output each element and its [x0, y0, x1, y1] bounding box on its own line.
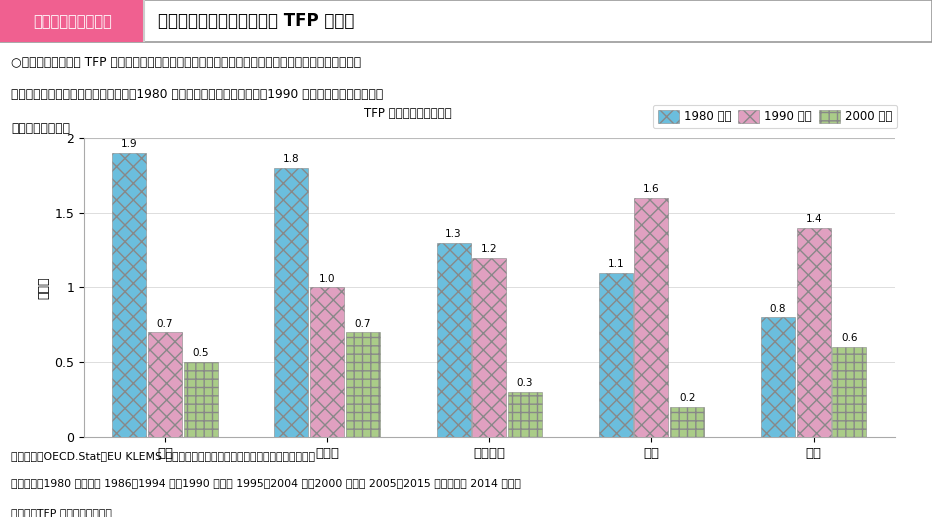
Text: 1.2: 1.2: [481, 244, 498, 254]
Text: （注）　1980 年代とは 1986～1994 年、1990 年代は 1995～2004 年、2000 年代は 2005～2015 年（日本は 2014 年）の: （注） 1980 年代とは 1986～1994 年、1990 年代は 1995～…: [11, 478, 521, 488]
Legend: 1980 年代, 1990 年代, 2000 年代: 1980 年代, 1990 年代, 2000 年代: [653, 105, 897, 128]
Text: 0.7: 0.7: [354, 318, 371, 328]
Y-axis label: （％）: （％）: [37, 276, 50, 299]
Text: TFP 上昇率（国際比較）: TFP 上昇率（国際比較）: [364, 107, 452, 120]
Bar: [112, 153, 146, 437]
Bar: [274, 168, 308, 437]
Text: 0.3: 0.3: [516, 378, 533, 388]
Text: 1.1: 1.1: [608, 259, 624, 269]
Text: ○　我が国の近年の TFP 上昇率をみると、米国やドイツと比較して低いが、主要国では平均的な水準: ○ 我が国の近年の TFP 上昇率をみると、米国やドイツと比較して低いが、主要国…: [11, 56, 362, 69]
Text: 0.2: 0.2: [678, 393, 695, 403]
Text: 0.6: 0.6: [841, 333, 857, 343]
FancyBboxPatch shape: [0, 0, 932, 42]
Bar: [508, 392, 542, 437]
Bar: [473, 257, 506, 437]
Bar: [184, 362, 218, 437]
Text: TFP の伸びの平均値。: TFP の伸びの平均値。: [11, 508, 112, 517]
Text: 0.8: 0.8: [770, 303, 787, 314]
Text: 第２－（１）－３図: 第２－（１）－３図: [33, 13, 112, 29]
Bar: [346, 332, 380, 437]
Bar: [635, 198, 668, 437]
Text: 0.5: 0.5: [192, 348, 209, 358]
Text: 資料出所　OECD.Stat、EU KLEMS をもとに厚生労働省労働政策担当参事官室にて作成: 資料出所 OECD.Stat、EU KLEMS をもとに厚生労働省労働政策担当参…: [11, 451, 315, 461]
Bar: [310, 287, 344, 437]
Text: 1.0: 1.0: [319, 273, 336, 284]
Text: 1.6: 1.6: [643, 184, 660, 194]
Bar: [832, 347, 867, 437]
Text: 下している。: 下している。: [11, 122, 70, 135]
Bar: [0, 0, 144, 42]
Bar: [761, 317, 795, 437]
Text: にある。また、長期的にみると、1980 年代は高い水準であったが、1990 年代に大幅に上昇率が低: にある。また、長期的にみると、1980 年代は高い水準であったが、1990 年代…: [11, 87, 383, 101]
Text: 0.7: 0.7: [157, 318, 173, 328]
Bar: [598, 272, 633, 437]
Text: 1.9: 1.9: [121, 139, 138, 149]
Text: 1.8: 1.8: [283, 154, 300, 164]
Text: 国際比較からみた我が国の TFP の状況: 国際比較からみた我が国の TFP の状況: [158, 12, 355, 30]
Bar: [436, 242, 471, 437]
Bar: [670, 407, 705, 437]
Text: 1.4: 1.4: [805, 214, 822, 224]
Text: 1.3: 1.3: [445, 229, 462, 239]
Bar: [797, 227, 830, 437]
Bar: [148, 332, 182, 437]
